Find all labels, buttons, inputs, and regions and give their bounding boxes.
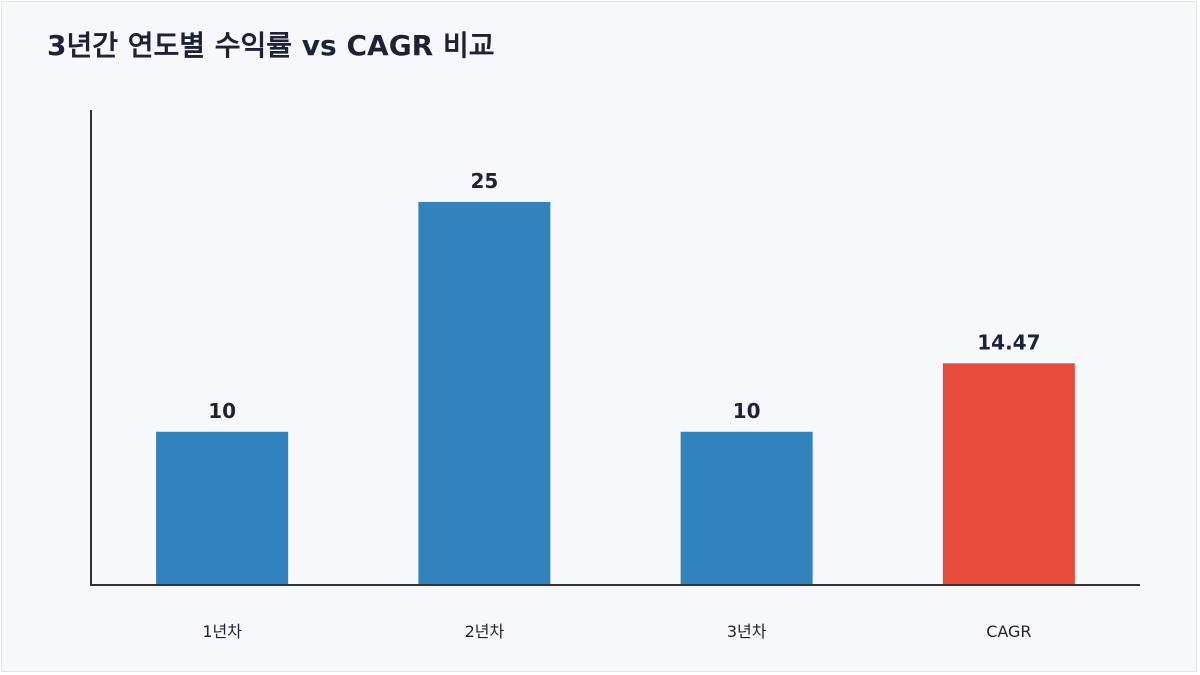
value-labels-group: 10 25 10 14.47 bbox=[208, 169, 1040, 423]
x-tick-label-1: 1년차 bbox=[202, 622, 242, 641]
value-label-3: 10 bbox=[733, 399, 761, 423]
bars-group bbox=[156, 201, 1075, 585]
bar-2 bbox=[418, 201, 551, 585]
x-tick-label-3: 3년차 bbox=[727, 622, 767, 641]
chart-title: 3년간 연도별 수익률 vs CAGR 비교 bbox=[47, 29, 495, 62]
value-label-4: 14.47 bbox=[977, 330, 1040, 354]
bar-4 bbox=[942, 363, 1075, 585]
x-tick-label-4: CAGR bbox=[986, 622, 1031, 641]
x-tick-label-2: 2년차 bbox=[465, 622, 505, 641]
bar-1 bbox=[156, 431, 289, 585]
bar-3 bbox=[680, 431, 813, 585]
value-label-2: 25 bbox=[470, 169, 498, 193]
value-label-1: 10 bbox=[208, 399, 236, 423]
tick-labels-group: 1년차 2년차 3년차 CAGR bbox=[202, 622, 1031, 641]
